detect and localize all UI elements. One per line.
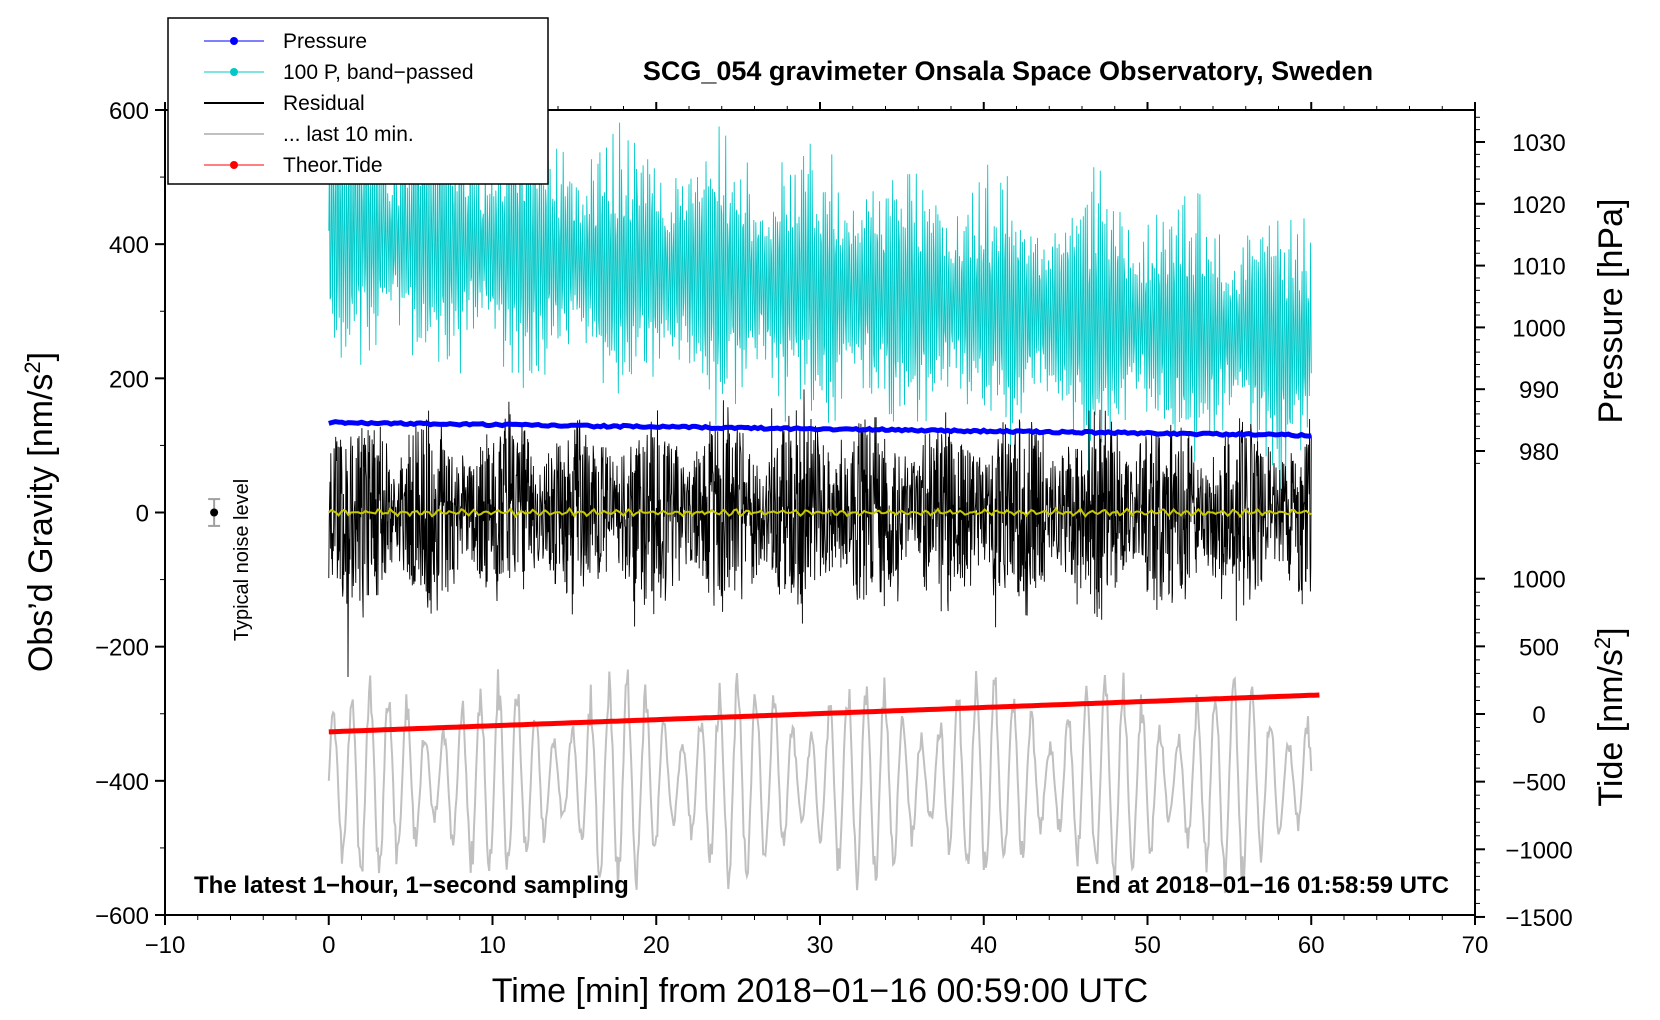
y-axis-title-tail: ] [22,352,60,361]
y-axis-title-sup: 2 [20,361,45,373]
axes-layer: −10 0 10 20 30 40 50 60 70−600−400−2000200400600… [95,98,1573,959]
tide-axis-title: Tide [nm/s2] [1590,627,1630,806]
legend-swatch-marker [230,68,238,76]
tide-tick-label: −1000 [1505,837,1572,864]
y-tick-label: −600 [95,903,149,930]
pressure-tick-label: 1030 [1512,130,1565,157]
legend-entry-label: ... last 10 min. [283,123,414,146]
x-tick-label: 60 [1298,932,1325,959]
legend-entry-label: Theor.Tide [283,154,383,177]
x-tick-label: 70 [1462,932,1489,959]
end-time-note: End at 2018−01−16 01:58:59 UTC [1075,872,1449,899]
tide-axis-title-main: Tide [nm/s [1592,649,1630,806]
tide-tick-label: 500 [1519,634,1559,661]
x-tick-label: 20 [643,932,670,959]
legend: Pressure 100 P, band−passed Residual ... la… [167,17,549,185]
tide-tick-label: −500 [1512,770,1566,797]
y-tick-label: −400 [95,769,149,796]
legend-entry-label: Pressure [283,30,367,53]
chart-title: SCG_054 gravimeter Onsala Space Observat… [643,56,1373,86]
x-axis-title: Time [min] from 2018−01−16 00:59:00 UTC [492,972,1148,1010]
y-tick-label: 0 [136,501,149,528]
tide-axis-title-sup: 2 [1590,637,1615,649]
legend-box [167,17,549,185]
y-tick-label: −200 [95,635,149,662]
pressure-tick-label: 1020 [1512,192,1565,219]
x-tick-label: 10 [479,932,506,959]
noise-level-label: Typical noise level [231,479,253,641]
pressure-tick-label: 1000 [1512,315,1565,342]
legend-entry-label: Residual [283,92,365,115]
tide-tick-label: 0 [1532,702,1545,729]
y-tick-label: 400 [109,232,149,259]
series-bandpassed-pressure [328,110,1312,491]
series-pressure [328,419,1312,439]
sampling-note: The latest 1−hour, 1−second sampling [194,872,629,899]
legend-swatch-marker [230,161,238,169]
series-theoretical-tide [328,692,1320,735]
y-axis-title-main: Obs’d Gravity [nm/s [22,374,60,673]
pressure-tick-label: 980 [1519,439,1559,466]
noise-point [210,508,219,517]
y-axis-title: Obs’d Gravity [nm/s2] [20,352,60,672]
series-smoothed-residual [328,506,1312,519]
pressure-tick-label: 990 [1519,377,1559,404]
pressure-axis-title: Pressure [hPa] [1592,199,1630,424]
noise-level-marker: Typical noise level [208,479,253,641]
x-tick-label: 40 [970,932,997,959]
x-tick-label: −10 [145,932,186,959]
x-tick-label: 0 [322,932,335,959]
tide-axis-title-tail: ] [1592,627,1630,636]
tide-tick-label: 1000 [1512,567,1565,594]
tide-tick-label: −1500 [1505,905,1572,932]
y-tick-label: 200 [109,366,149,393]
x-tick-label: 30 [807,932,834,959]
series-last-10-min [327,669,1313,894]
x-tick-label: 50 [1134,932,1161,959]
y-tick-label: 600 [109,98,149,125]
legend-entry-label: 100 P, band−passed [283,61,474,84]
series-layer [327,110,1320,894]
legend-swatch-marker [230,37,238,45]
pressure-tick-label: 1010 [1512,254,1565,281]
series-residual [328,389,1312,678]
